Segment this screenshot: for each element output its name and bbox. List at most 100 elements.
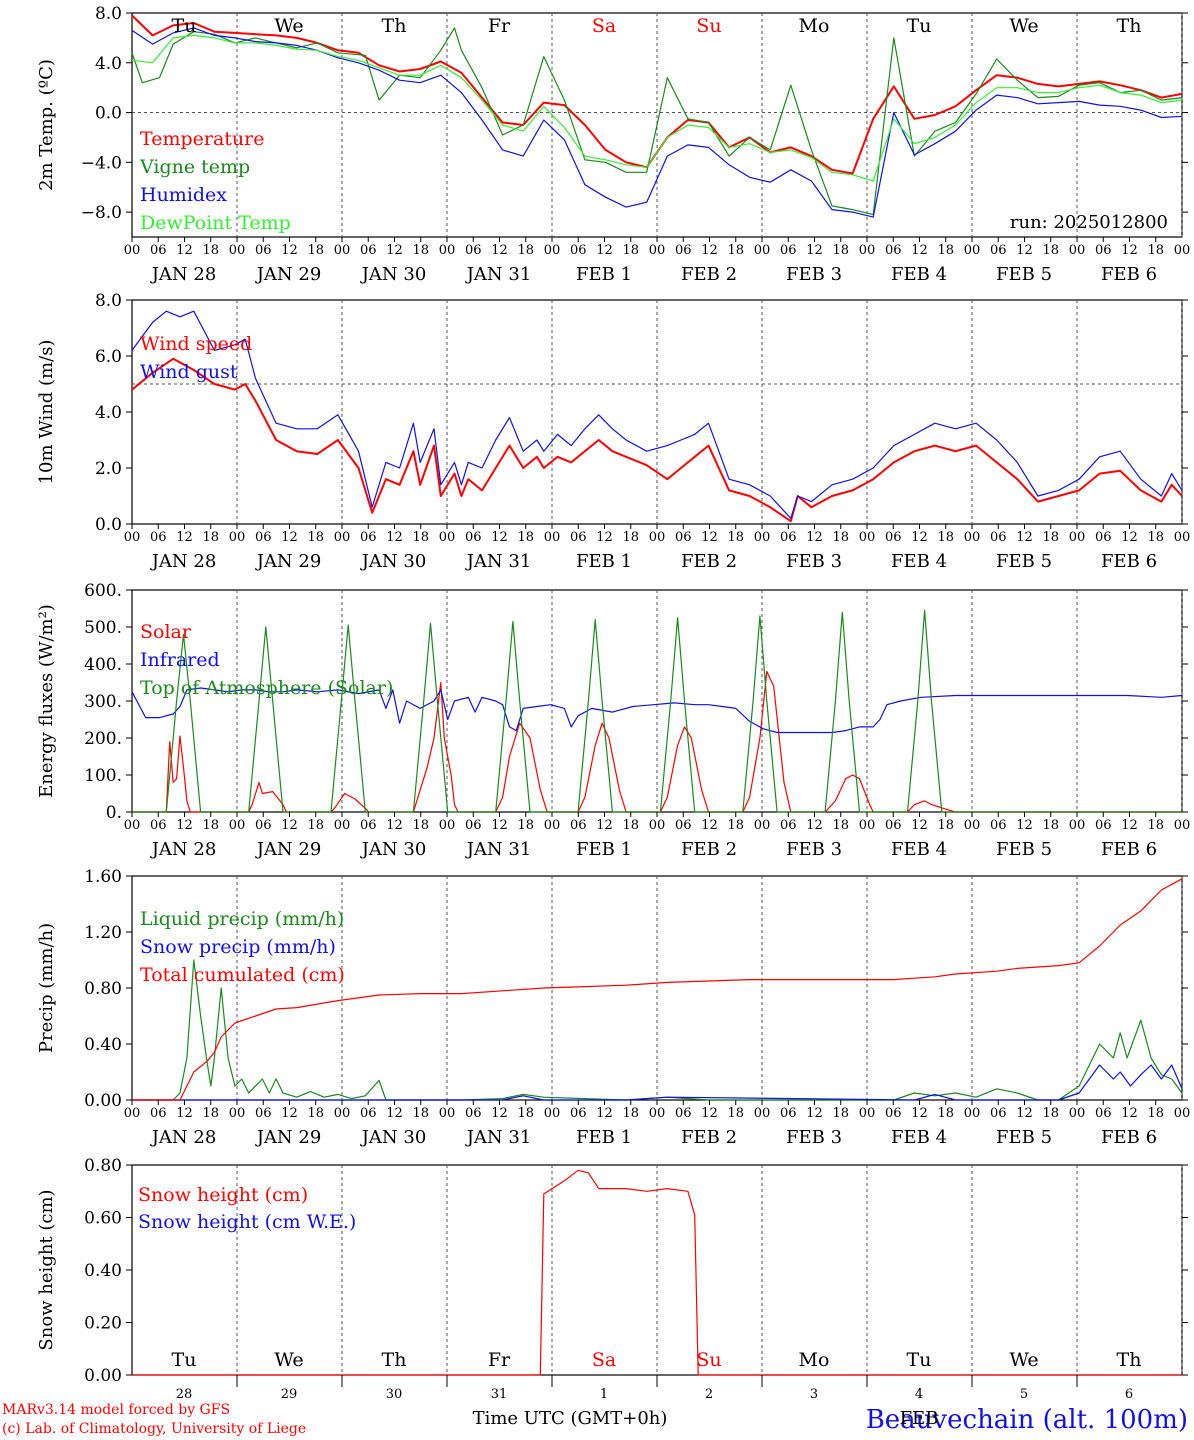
series-line-infrared [131, 687, 1183, 734]
day-name-label: Sa [592, 15, 616, 37]
x-tick-label: 00 [229, 243, 246, 258]
x-tick-label: 00 [649, 818, 666, 833]
x-tick-label: 00 [334, 1106, 351, 1121]
x-tick-label: 12 [176, 530, 193, 545]
date-label: FEB 2 [681, 264, 737, 285]
y-tick-label: 4.0 [95, 403, 122, 423]
x-tick-label: 00 [334, 243, 351, 258]
legend-entry: Wind speed [140, 333, 252, 355]
series-line-dewpoint-temp [131, 34, 1183, 182]
date-label: FEB 3 [786, 264, 842, 285]
date-label: JAN 28 [150, 551, 217, 572]
date-label: FEB 4 [891, 551, 947, 572]
day-number-label: 6 [1125, 1387, 1133, 1402]
y-axis-label: 2m Temp. (ºC) [36, 59, 57, 191]
x-tick-label: 12 [176, 818, 193, 833]
date-label: FEB 2 [681, 1127, 737, 1148]
series-line-snow-height-cm- [132, 1169, 1182, 1376]
legend-entry: Vigne temp [139, 156, 250, 178]
day-name-label: Fr [488, 1349, 511, 1371]
day-number-label: 31 [491, 1387, 508, 1402]
legend-entry: Liquid precip (mm/h) [140, 908, 344, 930]
x-tick-label: 18 [622, 530, 639, 545]
x-tick-label: 00 [964, 1106, 981, 1121]
x-tick-label: 18 [727, 818, 744, 833]
x-tick-label: 12 [176, 1106, 193, 1121]
x-tick-label: 12 [491, 243, 508, 258]
x-tick-label: 00 [649, 530, 666, 545]
x-tick-label: 18 [412, 243, 429, 258]
x-tick-label: 18 [937, 530, 954, 545]
x-tick-label: 18 [412, 818, 429, 833]
x-tick-label: 12 [281, 243, 298, 258]
x-tick-label: 18 [832, 818, 849, 833]
legend-entry: Snow height (cm W.E.) [138, 1211, 356, 1233]
x-tick-label: 12 [911, 530, 928, 545]
legend-entry: Solar [140, 621, 192, 643]
day-name-label: Fr [488, 15, 511, 37]
day-name-label: Tu [907, 1349, 932, 1371]
series-line-humidex [131, 27, 1183, 218]
x-tick-label: 06 [360, 530, 377, 545]
x-tick-label: 12 [281, 1106, 298, 1121]
x-tick-label: 12 [701, 1106, 718, 1121]
x-tick-label: 18 [1147, 1106, 1164, 1121]
x-tick-label: 12 [806, 243, 823, 258]
x-tick-label: 06 [885, 530, 902, 545]
day-name-label: Sa [592, 1349, 616, 1371]
x-tick-label: 06 [885, 1106, 902, 1121]
day-number-label: 1 [600, 1387, 608, 1402]
x-tick-label: 06 [150, 818, 167, 833]
date-label: FEB 1 [576, 551, 632, 572]
x-tick-label: 00 [649, 243, 666, 258]
x-tick-label: 00 [1174, 243, 1191, 258]
day-name-label: We [274, 15, 303, 37]
day-number-label: 3 [810, 1387, 818, 1402]
x-tick-label: 18 [727, 243, 744, 258]
credit-line-2: (c) Lab. of Climatology, University of L… [2, 1421, 306, 1437]
x-tick-label: 06 [675, 1106, 692, 1121]
x-tick-label: 06 [255, 530, 272, 545]
date-label: FEB 1 [576, 1127, 632, 1148]
x-tick-label: 18 [517, 243, 534, 258]
x-tick-label: 06 [885, 818, 902, 833]
x-tick-label: 18 [307, 530, 324, 545]
day-number-label: 2 [705, 1387, 713, 1402]
day-number-label: 30 [386, 1387, 403, 1402]
x-tick-label: 00 [754, 530, 771, 545]
x-tick-label: 06 [780, 818, 797, 833]
date-label: FEB 3 [786, 839, 842, 860]
x-tick-label: 12 [701, 530, 718, 545]
x-tick-label: 00 [439, 243, 456, 258]
date-label: FEB 1 [576, 839, 632, 860]
x-tick-label: 12 [806, 1106, 823, 1121]
day-name-label: Th [1117, 1349, 1142, 1371]
x-tick-label: 18 [1042, 1106, 1059, 1121]
x-tick-label: 12 [1121, 1106, 1138, 1121]
date-label: FEB 3 [786, 551, 842, 572]
y-tick-label: 0.0 [95, 104, 122, 124]
date-label: JAN 30 [360, 1127, 427, 1148]
x-tick-label: 12 [491, 818, 508, 833]
x-tick-label: 06 [675, 243, 692, 258]
y-tick-label: 1.20 [84, 923, 122, 943]
x-tick-label: 12 [1121, 818, 1138, 833]
x-tick-label: 06 [675, 530, 692, 545]
x-tick-label: 18 [622, 1106, 639, 1121]
x-tick-label: 12 [1121, 243, 1138, 258]
legend-entry: Humidex [140, 184, 227, 206]
legend-entry: Infrared [140, 649, 220, 671]
x-tick-label: 00 [439, 530, 456, 545]
x-tick-label: 18 [622, 818, 639, 833]
y-tick-label: 600. [84, 581, 122, 601]
x-tick-label: 06 [360, 1106, 377, 1121]
x-tick-label: 18 [1042, 243, 1059, 258]
day-name-label: Su [696, 15, 721, 37]
x-tick-label: 18 [727, 1106, 744, 1121]
x-tick-label: 06 [465, 1106, 482, 1121]
x-tick-label: 12 [1121, 530, 1138, 545]
x-tick-label: 18 [307, 818, 324, 833]
x-tick-label: 06 [570, 243, 587, 258]
x-tick-label: 06 [780, 243, 797, 258]
x-tick-label: 12 [806, 530, 823, 545]
